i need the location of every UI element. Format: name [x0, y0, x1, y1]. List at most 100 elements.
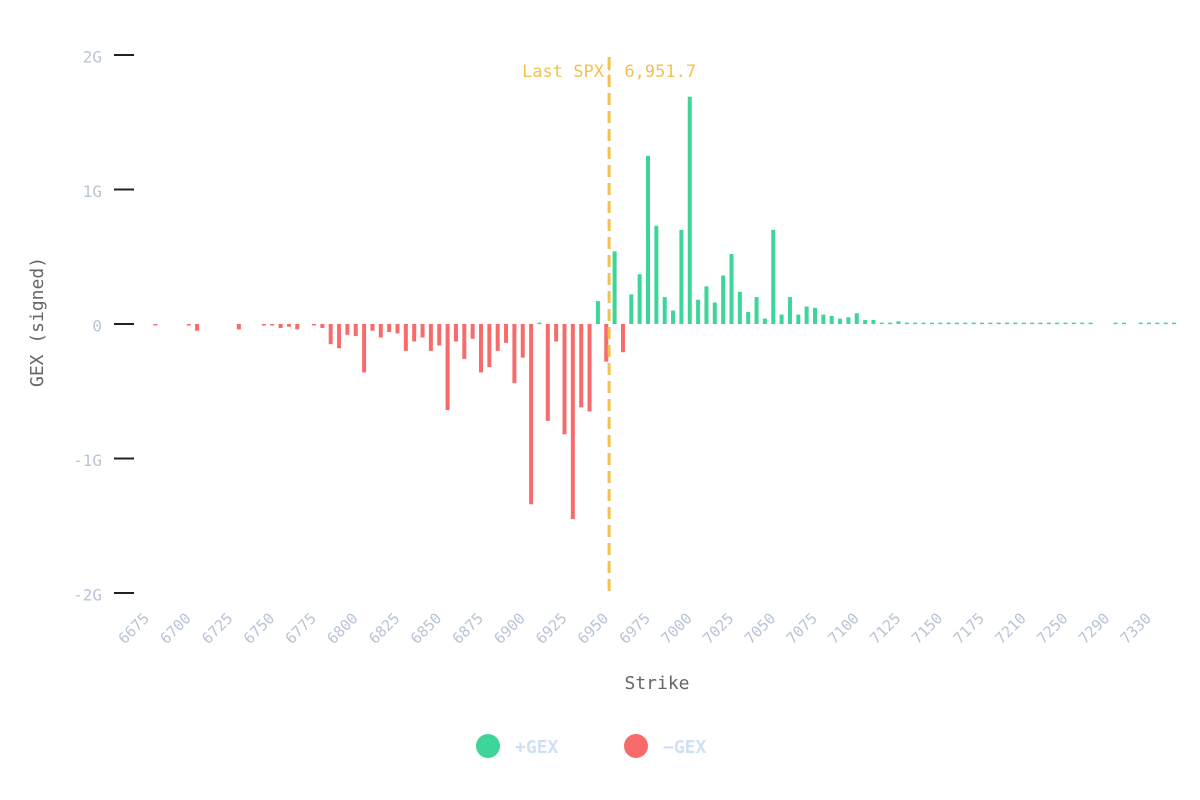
- bar: [854, 313, 859, 324]
- bar: [537, 322, 542, 325]
- bar: [829, 315, 834, 324]
- bar: [821, 314, 826, 324]
- y-tick-label: 1G: [83, 182, 102, 201]
- x-tick-label: 7175: [950, 609, 988, 647]
- bar: [395, 324, 400, 334]
- bar: [988, 322, 993, 325]
- bar: [428, 324, 433, 351]
- bar: [712, 302, 717, 324]
- bar: [929, 322, 934, 325]
- bar: [938, 322, 943, 325]
- bar: [888, 322, 893, 325]
- bar: [904, 322, 909, 325]
- bar: [612, 251, 617, 324]
- bar: [704, 286, 709, 324]
- x-tick-label: 6725: [198, 609, 236, 647]
- x-tick-label: 7150: [908, 609, 946, 647]
- bar: [236, 324, 241, 330]
- bar: [570, 324, 575, 520]
- bar: [328, 324, 333, 345]
- bar: [462, 324, 467, 359]
- x-tick-label: 6800: [323, 609, 361, 647]
- bar: [579, 324, 584, 408]
- bar: [804, 306, 809, 324]
- bar: [879, 322, 884, 325]
- bar: [412, 324, 417, 342]
- x-tick-label: 6975: [616, 609, 654, 647]
- bar: [679, 229, 684, 324]
- bar: [762, 318, 767, 324]
- bar: [779, 314, 784, 324]
- bar: [629, 294, 634, 324]
- bar: [737, 291, 742, 324]
- x-axis-title: Strike: [624, 673, 689, 694]
- bar: [913, 322, 918, 325]
- legend-label: −GEX: [663, 737, 707, 758]
- bar: [362, 324, 367, 373]
- x-tick-label: 6750: [240, 609, 278, 647]
- x-tick-label: 7050: [741, 609, 779, 647]
- bar: [186, 324, 191, 326]
- bar: [520, 324, 525, 358]
- legend-label: +GEX: [515, 737, 559, 758]
- x-tick-label: 7025: [699, 609, 737, 647]
- bar: [195, 324, 200, 331]
- bar: [963, 322, 968, 325]
- bar: [620, 324, 625, 353]
- x-tick-label: 7210: [991, 609, 1029, 647]
- y-axis-title: GEX (signed): [27, 257, 48, 387]
- bar: [1063, 322, 1068, 325]
- bar: [604, 324, 609, 362]
- bar: [278, 324, 283, 329]
- bar: [370, 324, 375, 331]
- x-tick-label: 6850: [407, 609, 445, 647]
- bar: [453, 324, 458, 342]
- bar: [1013, 322, 1018, 325]
- bar: [729, 254, 734, 324]
- bar: [445, 324, 450, 411]
- x-tick-label: 7075: [783, 609, 821, 647]
- bar: [403, 324, 408, 351]
- bar: [1163, 322, 1168, 325]
- bar: [754, 297, 759, 324]
- x-tick-label: 7100: [824, 609, 862, 647]
- bar: [721, 275, 726, 324]
- bar: [353, 324, 358, 337]
- bar: [295, 324, 300, 330]
- bar: [378, 324, 383, 338]
- bar: [838, 318, 843, 324]
- bar: [1147, 322, 1151, 325]
- x-tick-label: 7290: [1075, 609, 1113, 647]
- bar: [1046, 322, 1051, 325]
- bar: [153, 324, 158, 326]
- bar: [687, 96, 692, 324]
- bar: [479, 324, 483, 373]
- bar: [696, 299, 701, 324]
- bar: [504, 324, 509, 343]
- bar: [1038, 322, 1043, 325]
- bar: [671, 310, 676, 324]
- bar: [437, 324, 442, 346]
- bar: [312, 324, 316, 326]
- x-tick-label: 6950: [574, 609, 612, 647]
- bar: [996, 322, 1001, 325]
- bar: [1138, 322, 1143, 325]
- bar: [595, 301, 600, 324]
- bar: [1005, 322, 1010, 325]
- bar: [261, 324, 266, 326]
- bar: [1113, 322, 1118, 325]
- bar: [512, 324, 517, 384]
- spot-label: Last SPX: 6,951.7: [522, 62, 696, 82]
- x-tick-label: 6825: [365, 609, 403, 647]
- bar: [637, 274, 642, 324]
- y-tick-label: 0: [92, 317, 102, 336]
- bar: [946, 322, 951, 325]
- bar: [487, 324, 492, 368]
- bar: [337, 324, 342, 349]
- bar: [1021, 322, 1026, 325]
- bar: [1071, 322, 1076, 325]
- bar: [562, 324, 567, 435]
- x-tick-label: 6925: [532, 609, 570, 647]
- x-tick-label: 6700: [156, 609, 194, 647]
